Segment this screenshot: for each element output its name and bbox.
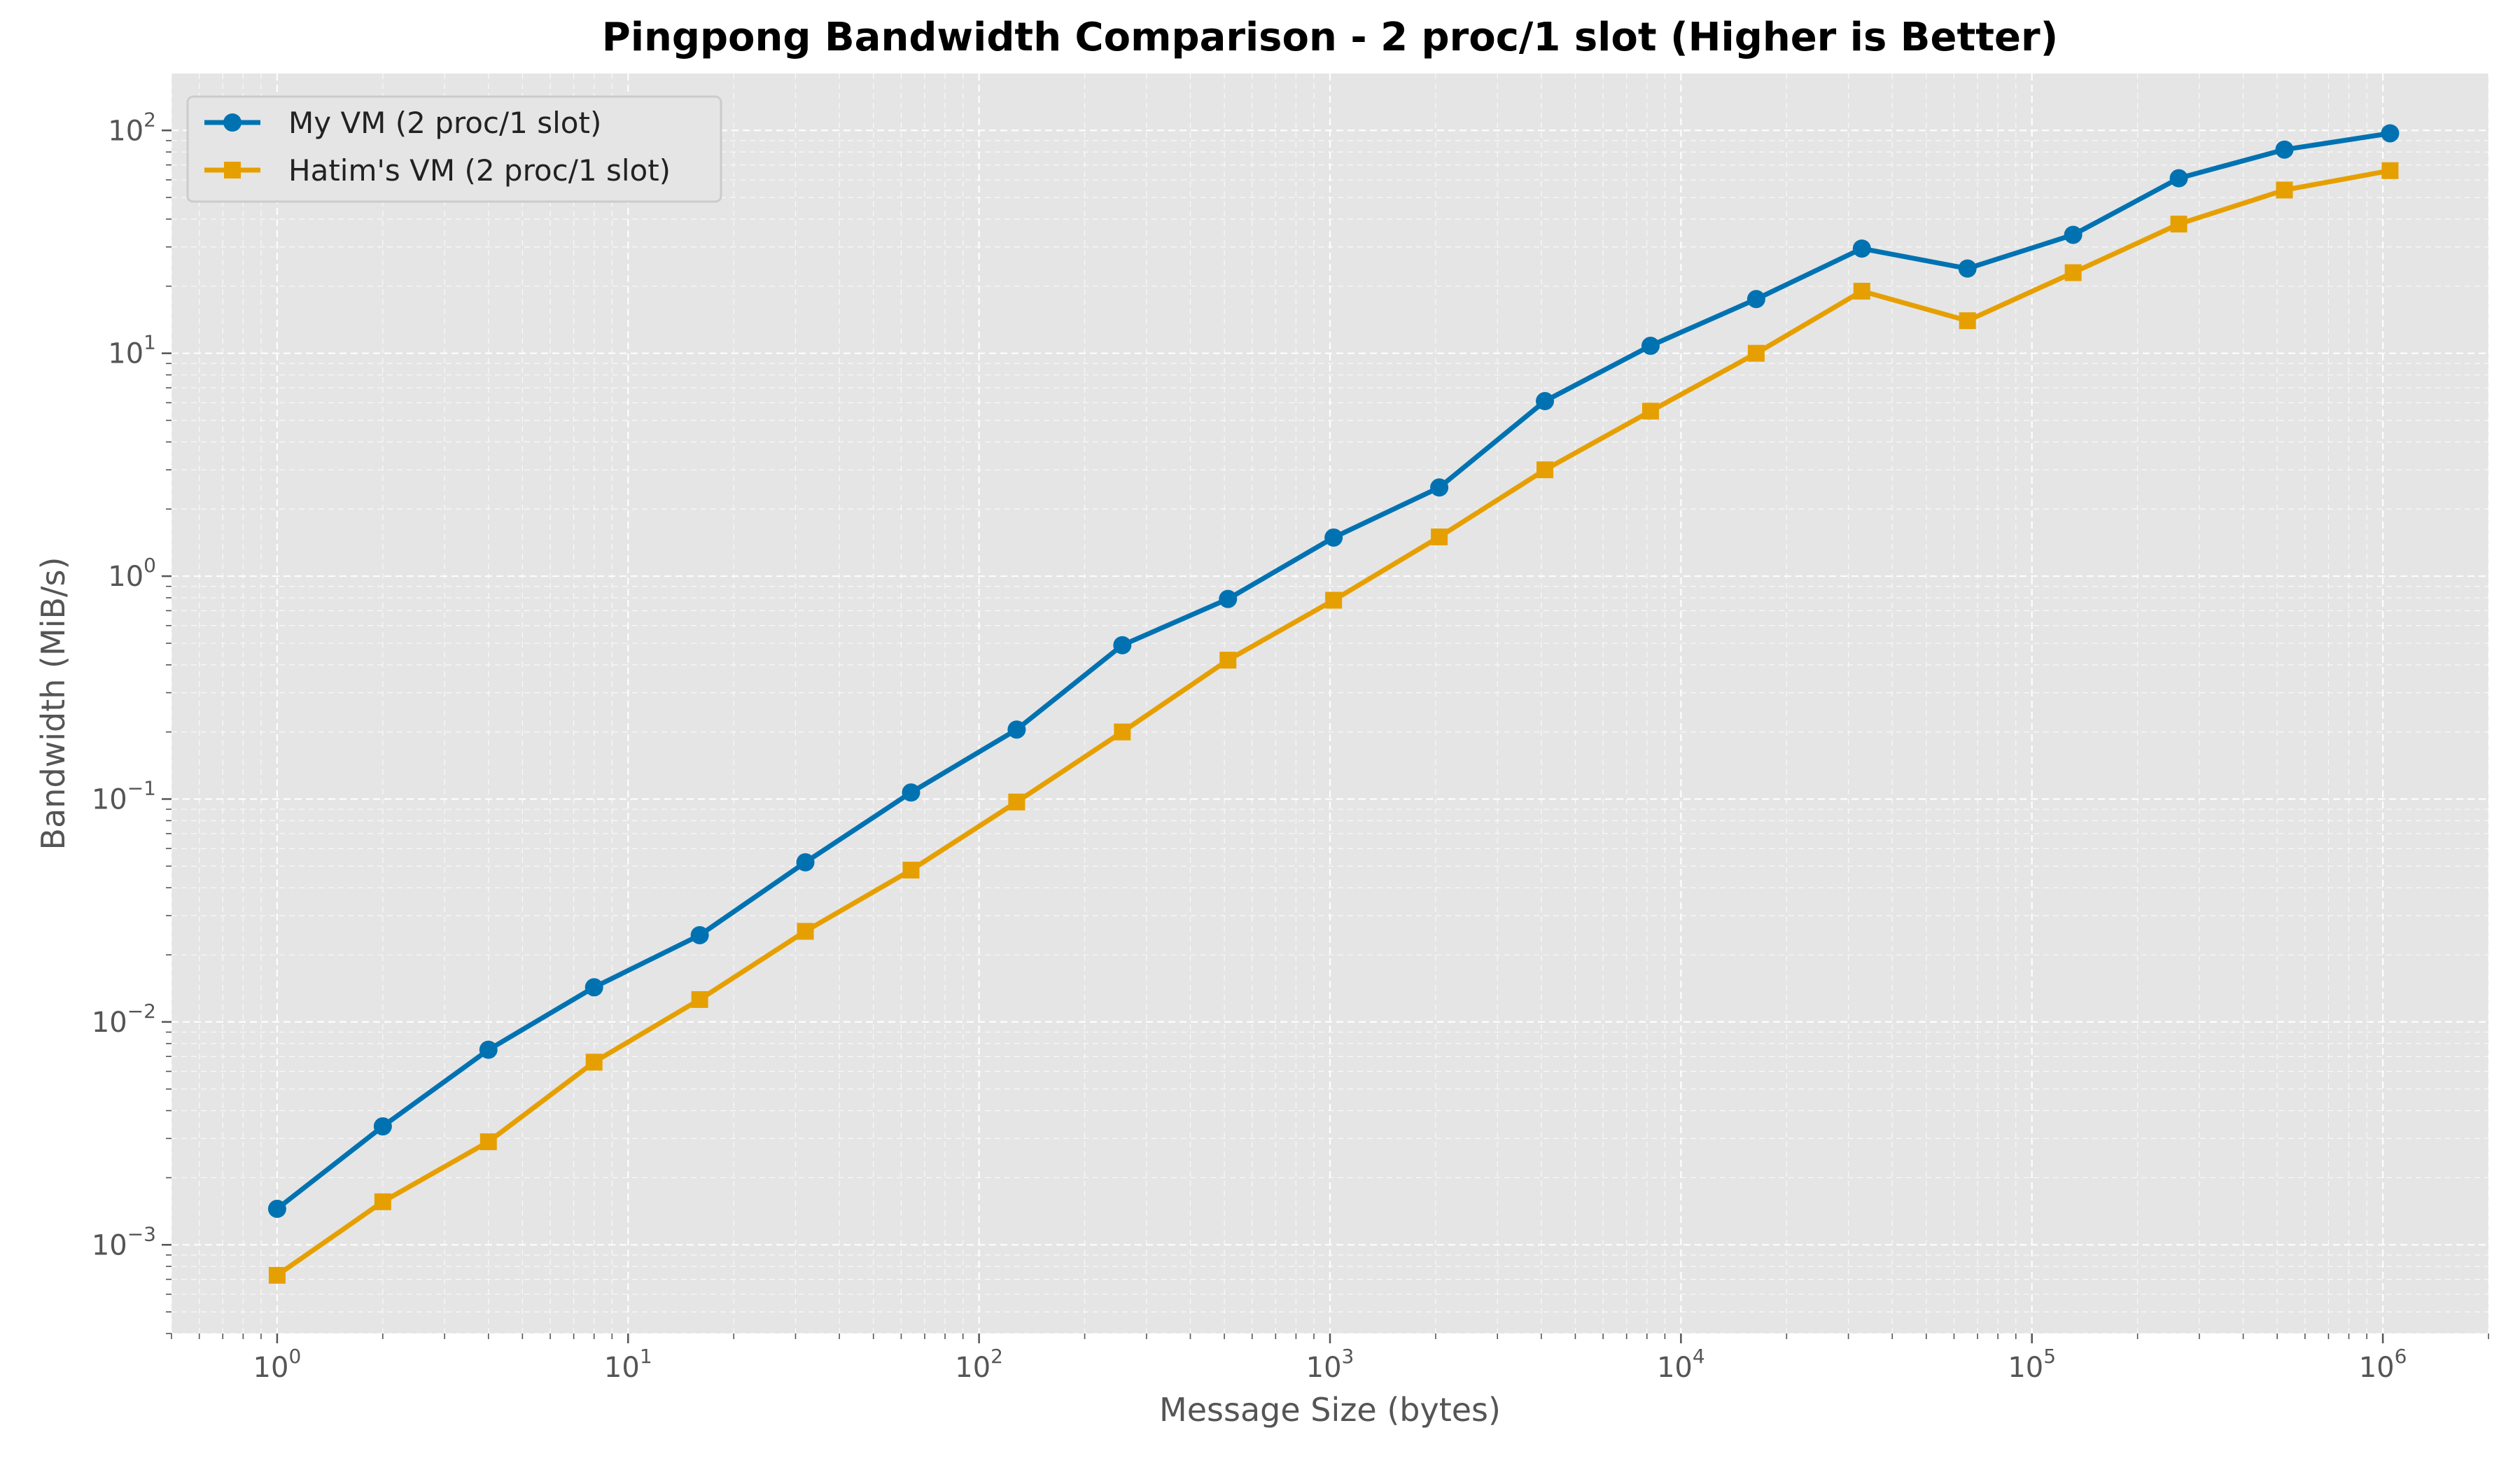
data-point-hatims-vm — [1325, 592, 1343, 609]
data-point-hatims-vm — [691, 990, 708, 1008]
data-point-my-vm — [267, 1199, 286, 1218]
data-point-hatims-vm — [2064, 264, 2082, 281]
x-tick-label: 105 — [2008, 1345, 2056, 1384]
x-tick-label: 103 — [1306, 1345, 1354, 1384]
data-point-my-vm — [796, 853, 815, 872]
legend-marker-hatims-vm — [224, 162, 241, 178]
y-tick-label: 100 — [108, 554, 156, 593]
x-tick-label: 100 — [253, 1345, 302, 1384]
legend-marker-my-vm — [223, 113, 241, 132]
legend-entry-hatims-vm: Hatim's VM (2 proc/1 slot) — [204, 153, 671, 188]
data-point-hatims-vm — [1747, 344, 1765, 362]
y-tick-label: 10−2 — [92, 1000, 156, 1039]
data-point-hatims-vm — [1959, 312, 1976, 330]
x-axis-label: Message Size (bytes) — [1159, 1391, 1501, 1429]
data-point-hatims-vm — [2276, 181, 2293, 199]
y-axis-label: Bandwidth (MiB/s) — [34, 557, 72, 850]
axis-ticks — [162, 130, 2489, 1343]
data-point-my-vm — [1641, 337, 1660, 356]
data-point-hatims-vm — [1642, 402, 1659, 420]
data-point-my-vm — [2169, 169, 2188, 188]
series-layer — [267, 124, 2400, 1284]
data-point-my-vm — [1746, 290, 1765, 309]
data-point-my-vm — [1536, 392, 1555, 411]
data-point-hatims-vm — [1853, 282, 1870, 300]
data-point-hatims-vm — [1114, 723, 1131, 741]
data-point-hatims-vm — [479, 1133, 497, 1151]
data-point-hatims-vm — [1008, 793, 1026, 811]
data-point-hatims-vm — [1431, 528, 1448, 546]
x-tick-labels: 100 101 102 103 104 105 106 — [253, 1345, 2407, 1384]
data-point-hatims-vm — [2170, 216, 2188, 233]
y-tick-label: 101 — [108, 331, 156, 370]
data-point-hatims-vm — [902, 861, 920, 878]
y-tick-label: 102 — [108, 108, 156, 147]
x-tick-label: 102 — [955, 1345, 1003, 1384]
data-point-my-vm — [1219, 589, 1238, 608]
legend: My VM (2 proc/1 slot) Hatim's VM (2 proc… — [186, 95, 722, 203]
data-point-my-vm — [1430, 478, 1449, 497]
data-point-hatims-vm — [585, 1054, 603, 1071]
data-point-hatims-vm — [1536, 461, 1554, 479]
data-point-my-vm — [373, 1117, 392, 1136]
data-point-my-vm — [690, 925, 709, 944]
y-tick-label: 10−3 — [92, 1222, 156, 1261]
legend-box — [186, 95, 722, 203]
data-point-my-vm — [1852, 239, 1871, 258]
data-point-my-vm — [2275, 140, 2294, 159]
data-point-my-vm — [584, 978, 603, 997]
legend-label-my-vm: My VM (2 proc/1 slot) — [288, 106, 601, 140]
data-point-my-vm — [902, 783, 920, 802]
data-point-my-vm — [2064, 225, 2082, 244]
data-point-hatims-vm — [2381, 162, 2399, 179]
data-point-my-vm — [1113, 636, 1132, 654]
legend-entry-my-vm: My VM (2 proc/1 slot) — [204, 106, 601, 140]
y-tick-label: 10−1 — [92, 776, 156, 816]
legend-label-hatims-vm: Hatim's VM (2 proc/1 slot) — [288, 153, 671, 188]
data-point-hatims-vm — [374, 1193, 391, 1210]
data-point-hatims-vm — [1219, 652, 1237, 669]
x-tick-label: 104 — [1657, 1345, 1705, 1384]
data-point-hatims-vm — [797, 923, 814, 940]
data-point-hatims-vm — [268, 1266, 286, 1284]
data-point-my-vm — [1324, 528, 1343, 547]
data-point-my-vm — [479, 1040, 498, 1059]
x-tick-label: 101 — [604, 1345, 652, 1384]
data-point-my-vm — [2381, 124, 2400, 143]
data-point-my-vm — [1958, 259, 1977, 278]
major-grid — [172, 74, 2488, 1334]
x-tick-label: 106 — [2359, 1345, 2407, 1384]
y-tick-labels: 10−3 10−2 10−1 100 101 102 — [92, 108, 156, 1261]
chart-title: Pingpong Bandwidth Comparison - 2 proc/1… — [602, 15, 2058, 60]
data-point-my-vm — [1007, 720, 1026, 739]
